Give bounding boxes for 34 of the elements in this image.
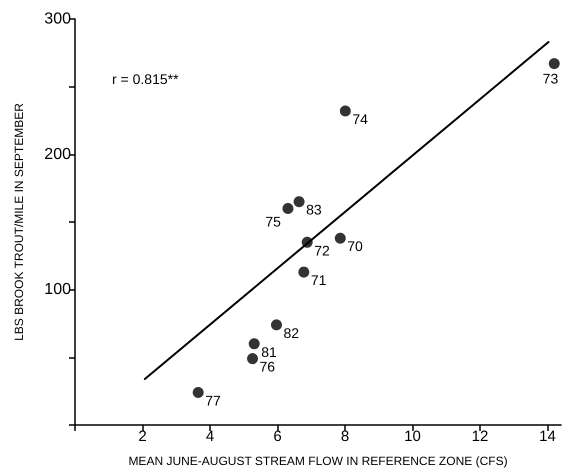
annotation: 77: [205, 392, 221, 409]
annotation: 71: [310, 272, 327, 288]
point: [548, 58, 560, 70]
annotation: r = 0.815**: [112, 71, 180, 87]
x-tick-label: 12: [472, 428, 488, 445]
y-tick-label: 300: [44, 10, 72, 28]
x-tick-label: 2: [138, 428, 147, 445]
annotation: 75: [265, 213, 282, 230]
x-tick-label: 14: [539, 428, 556, 445]
x-axis-title: MEAN JUNE-AUGUST STREAM FLOW IN REFERENCE ZONE (CFS): [128, 454, 508, 468]
point: [340, 106, 351, 117]
x-tick-label: 4: [206, 428, 214, 445]
x-tick-label: 10: [404, 428, 421, 445]
point: [247, 353, 258, 364]
annotation: 72: [314, 242, 330, 258]
point: [192, 387, 204, 398]
point: [248, 338, 260, 350]
y-axis-title: LBS BROOK TROUT/MILE IN SEPTEMBER: [12, 102, 26, 341]
x-tick-label: 6: [273, 428, 282, 445]
annotation: 74: [352, 111, 368, 128]
y-tick-label: 100: [44, 281, 72, 298]
point: [282, 202, 294, 214]
x-tick-label: 8: [340, 428, 350, 445]
point: [334, 232, 346, 244]
point: [271, 319, 282, 330]
annotation: 83: [306, 202, 322, 218]
annotation: 76: [260, 358, 276, 375]
annotation: 70: [347, 238, 364, 254]
annotation: 81: [261, 344, 277, 360]
annotation: 82: [283, 324, 300, 341]
point: [298, 266, 310, 278]
y-tick-label: 200: [44, 146, 72, 163]
annotation: 73: [542, 70, 558, 87]
point: [294, 196, 305, 208]
